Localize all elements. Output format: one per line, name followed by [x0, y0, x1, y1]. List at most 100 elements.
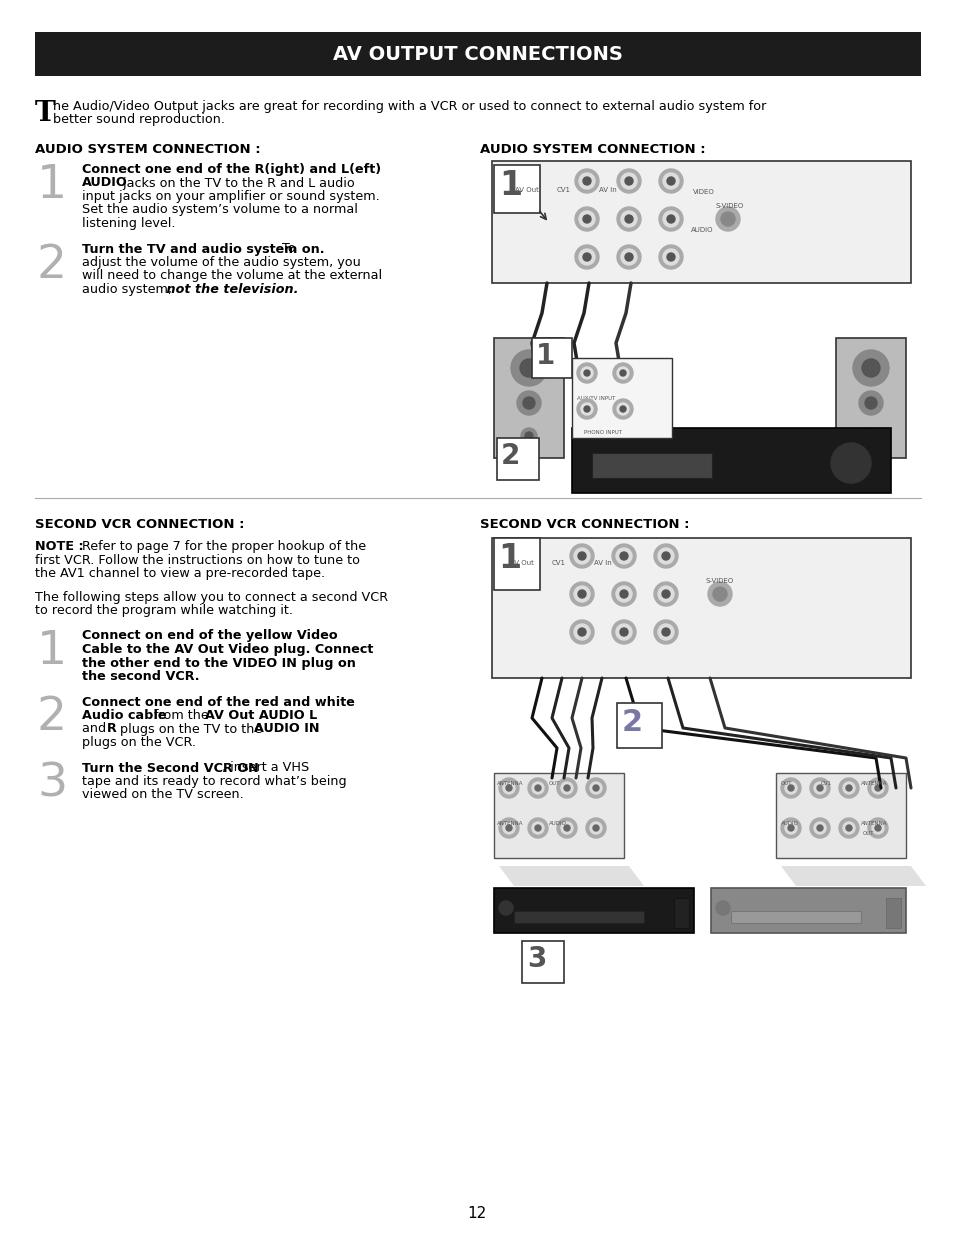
Text: the AV1 channel to view a pre-recorded tape.: the AV1 channel to view a pre-recorded t… — [35, 567, 325, 580]
Circle shape — [866, 432, 874, 440]
Text: the second VCR.: the second VCR. — [82, 671, 199, 683]
Circle shape — [619, 629, 627, 636]
Text: from the: from the — [150, 709, 213, 722]
Circle shape — [574, 548, 589, 564]
Circle shape — [563, 825, 569, 831]
Circle shape — [809, 778, 829, 798]
Text: audio system,: audio system, — [82, 283, 172, 296]
Circle shape — [813, 823, 825, 834]
Circle shape — [787, 785, 793, 790]
Text: AV Out: AV Out — [510, 559, 534, 566]
Bar — [492, 538, 910, 678]
Circle shape — [589, 782, 601, 794]
Text: Audio cable: Audio cable — [82, 709, 167, 722]
Text: 3: 3 — [37, 762, 67, 806]
Polygon shape — [498, 866, 643, 885]
Text: 3: 3 — [526, 945, 546, 973]
Text: Connect one end of the R(ight) and L(eft): Connect one end of the R(ight) and L(eft… — [82, 163, 381, 177]
Text: to record the program while watching it.: to record the program while watching it. — [35, 604, 293, 618]
Circle shape — [624, 253, 633, 261]
Text: To: To — [274, 242, 295, 256]
Text: adjust the volume of the audio system, you: adjust the volume of the audio system, y… — [82, 256, 360, 269]
Circle shape — [578, 173, 595, 189]
Bar — [514, 911, 643, 923]
Circle shape — [781, 778, 801, 798]
Text: listening level.: listening level. — [82, 217, 175, 230]
Circle shape — [535, 785, 540, 790]
Text: plugs on the TV to the: plugs on the TV to the — [116, 722, 266, 736]
Circle shape — [574, 585, 589, 601]
Bar — [494, 338, 563, 458]
Text: better sound reproduction.: better sound reproduction. — [53, 114, 225, 126]
Circle shape — [589, 823, 601, 834]
Circle shape — [871, 823, 883, 834]
Circle shape — [871, 782, 883, 794]
Text: AV In: AV In — [594, 559, 611, 566]
Text: AV In: AV In — [598, 186, 616, 193]
Circle shape — [716, 207, 740, 231]
Circle shape — [838, 778, 858, 798]
Circle shape — [838, 818, 858, 839]
Text: 1: 1 — [37, 630, 67, 674]
Circle shape — [578, 552, 585, 559]
Text: he Audio/Video Output jacks are great for recording with a VCR or used to connec: he Audio/Video Output jacks are great fo… — [53, 100, 765, 112]
Text: 1: 1 — [497, 542, 520, 576]
Circle shape — [580, 403, 593, 415]
Text: AUDIO IN: AUDIO IN — [253, 722, 319, 736]
Bar — [494, 165, 539, 212]
Circle shape — [809, 818, 829, 839]
Circle shape — [654, 620, 678, 643]
Circle shape — [613, 399, 633, 419]
Circle shape — [577, 363, 597, 383]
Bar — [35, 32, 920, 77]
Text: 2: 2 — [621, 708, 642, 737]
Circle shape — [842, 823, 854, 834]
Text: AV Out AUDIO L: AV Out AUDIO L — [205, 709, 317, 722]
Circle shape — [659, 207, 682, 231]
Circle shape — [716, 902, 729, 915]
Circle shape — [658, 585, 673, 601]
Bar — [521, 941, 563, 983]
Circle shape — [582, 215, 590, 224]
Circle shape — [593, 825, 598, 831]
Circle shape — [585, 818, 605, 839]
Circle shape — [578, 590, 585, 598]
Text: ANTENNA: ANTENNA — [861, 821, 886, 826]
Circle shape — [575, 207, 598, 231]
Circle shape — [583, 406, 589, 412]
Bar — [710, 888, 905, 932]
Circle shape — [845, 825, 851, 831]
Circle shape — [712, 587, 726, 601]
Circle shape — [654, 543, 678, 568]
Text: The following steps allow you to connect a second VCR: The following steps allow you to connect… — [35, 590, 388, 604]
Text: will need to change the volume at the external: will need to change the volume at the ex… — [82, 269, 382, 283]
Circle shape — [612, 620, 636, 643]
Circle shape — [787, 825, 793, 831]
Text: OUT: OUT — [548, 781, 560, 785]
Text: OUT: OUT — [781, 781, 792, 785]
Circle shape — [617, 403, 628, 415]
Bar — [572, 429, 890, 493]
Circle shape — [619, 370, 625, 375]
Circle shape — [862, 359, 879, 377]
Text: ANTENNA: ANTENNA — [497, 781, 523, 785]
Circle shape — [720, 212, 734, 226]
Circle shape — [505, 825, 512, 831]
Circle shape — [784, 782, 796, 794]
Text: first VCR. Follow the instructions on how to tune to: first VCR. Follow the instructions on ho… — [35, 553, 359, 567]
Circle shape — [624, 215, 633, 224]
Circle shape — [784, 823, 796, 834]
Text: AUDIO SYSTEM CONNECTION :: AUDIO SYSTEM CONNECTION : — [35, 143, 260, 156]
Circle shape — [616, 548, 631, 564]
Circle shape — [659, 169, 682, 193]
Circle shape — [666, 253, 675, 261]
Circle shape — [560, 823, 573, 834]
Bar — [885, 898, 900, 927]
Text: AV OUTPUT CONNECTIONS: AV OUTPUT CONNECTIONS — [333, 44, 622, 63]
Text: 2: 2 — [500, 442, 519, 471]
Bar — [775, 773, 905, 858]
Text: Set the audio system’s volume to a normal: Set the audio system’s volume to a norma… — [82, 204, 357, 216]
Text: SECOND VCR CONNECTION :: SECOND VCR CONNECTION : — [35, 517, 244, 531]
Text: Turn the Second VCR ON: Turn the Second VCR ON — [82, 762, 258, 774]
Bar — [494, 773, 623, 858]
